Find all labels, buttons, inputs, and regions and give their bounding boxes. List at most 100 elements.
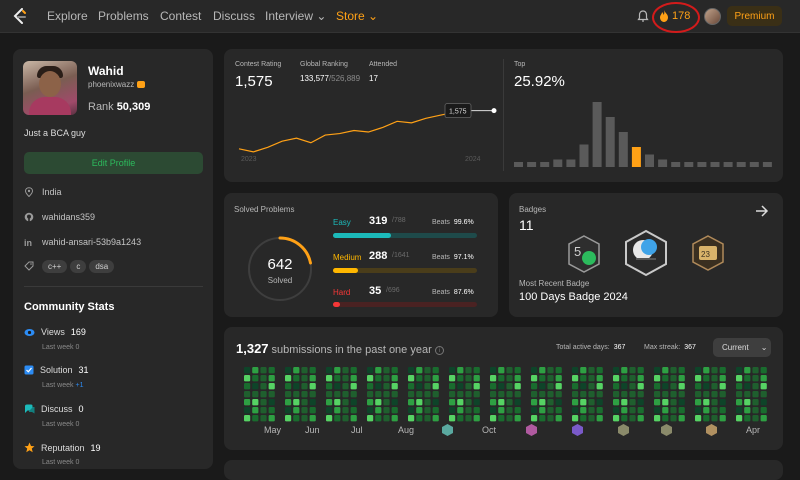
heatmap-cell [408, 375, 415, 382]
heatmap-cell [342, 391, 349, 398]
heatmap-cell [621, 415, 628, 422]
heatmap-cell [531, 367, 538, 374]
heatmap-cell [408, 383, 415, 390]
year-start-label: 2023 [241, 156, 257, 163]
heatmap-cell [621, 367, 628, 374]
location-row: India [24, 187, 62, 197]
heatmap-cell [432, 415, 439, 422]
range-dropdown[interactable]: Current ⌄ [713, 338, 771, 357]
heatmap-cell [465, 407, 472, 414]
bell-icon[interactable] [636, 9, 650, 23]
heatmap-cell [244, 415, 251, 422]
heatmap-cell [711, 375, 718, 382]
nav-discuss[interactable]: Discuss [213, 9, 256, 23]
heatmap-cell [555, 367, 562, 374]
nav-explore[interactable]: Explore [47, 9, 88, 23]
month-label: May [264, 425, 282, 435]
heatmap-cell [744, 391, 751, 398]
max-streak-value: 367 [684, 344, 696, 351]
github-text[interactable]: wahidans359 [42, 212, 96, 222]
profile-rank: Rank 50,309 [88, 101, 150, 113]
heatmap-cell [572, 375, 579, 382]
rating-line-chart[interactable]: 1,575 [235, 97, 497, 167]
heatmap-cell [490, 415, 497, 422]
distribution-bar [671, 162, 681, 167]
arrow-right-icon[interactable] [755, 204, 769, 218]
heatmap-cell [465, 415, 472, 422]
heatmap-cell [408, 399, 415, 406]
distribution-bar [749, 162, 759, 167]
info-icon[interactable]: i [434, 345, 444, 355]
distribution-bar [710, 162, 720, 167]
linkedin-text[interactable]: wahid-ansari-53b9a1243 [42, 237, 142, 247]
tooltip-box [444, 103, 472, 119]
skill-tag[interactable]: dsa [89, 260, 115, 273]
heatmap-cell [539, 399, 546, 406]
edit-profile-button[interactable]: Edit Profile [24, 152, 203, 174]
heatmap-cell [744, 367, 751, 374]
linkedin-row[interactable]: in wahid-ansari-53b9a1243 [24, 237, 141, 247]
heatmap-cell [539, 407, 546, 414]
heatmap-cell [498, 375, 505, 382]
heatmap-cell [670, 407, 677, 414]
heatmap-cell [752, 391, 759, 398]
heatmap-cell [367, 399, 374, 406]
contest-rating-card: Contest Rating 1,575 Global Ranking 133,… [224, 49, 783, 182]
stat-solution: Solution 31 [24, 365, 89, 375]
top-distribution-chart[interactable] [514, 97, 772, 169]
heatmap-cell [465, 391, 472, 398]
100-days-badge-icon[interactable] [623, 229, 669, 277]
50-days-badge-icon[interactable]: 5 [566, 234, 602, 274]
nav-problems[interactable]: Problems [98, 9, 149, 23]
recent-badge-label: Most Recent Badge [519, 279, 590, 288]
submissions-title: 1,327 submissions in the past one year i [236, 341, 444, 356]
easy-progress-fill [333, 233, 392, 238]
nav-interview[interactable]: Interview ⌄ [265, 9, 326, 23]
heatmap-cell [465, 399, 472, 406]
heatmap-cell [621, 391, 628, 398]
heatmap-cell [613, 367, 620, 374]
heatmap-cell [514, 399, 521, 406]
github-row[interactable]: wahidans359 [24, 212, 95, 222]
heatmap-cell [744, 399, 751, 406]
distribution-bar [514, 162, 523, 167]
heatmap-cell [244, 399, 251, 406]
stat-delta: +1 [75, 382, 84, 389]
avatar[interactable] [704, 8, 721, 25]
heatmap-cell [490, 367, 497, 374]
heatmap-cell [342, 399, 349, 406]
heatmap-cell [670, 367, 677, 374]
profile-name: Wahid [88, 64, 124, 78]
nav-store[interactable]: Store ⌄ [336, 9, 378, 23]
submissions-card: 1,327 submissions in the past one year i T… [224, 327, 783, 450]
global-total: /526,889 [328, 74, 361, 83]
medium-label: Medium [333, 253, 362, 262]
heatmap-cell [260, 383, 267, 390]
heatmap-cell [268, 375, 275, 382]
heatmap-cell [719, 383, 726, 390]
heatmap-cell [695, 407, 702, 414]
nav-contest[interactable]: Contest [160, 9, 202, 23]
2023-badge-icon[interactable]: 23 [690, 234, 726, 272]
heatmap-cell [416, 415, 423, 422]
premium-button[interactable]: Premium [727, 6, 782, 26]
bottom-card [224, 460, 783, 480]
hard-solved: 35 [369, 285, 382, 297]
heatmap-cell [760, 383, 767, 390]
leetcode-logo-icon[interactable] [12, 8, 28, 25]
badge-hex-icon [706, 424, 717, 436]
skill-tag[interactable]: c [70, 260, 87, 273]
heatmap-cell [432, 375, 439, 382]
heatmap-cell [531, 375, 538, 382]
submission-heatmap[interactable] [236, 367, 772, 423]
heatmap-cell [588, 415, 595, 422]
stat-label: Solution [40, 365, 73, 375]
heatmap-cell [506, 383, 513, 390]
solved-ring[interactable] [246, 235, 314, 303]
solved-title: Solved Problems [234, 205, 295, 214]
heatmap-cell [432, 391, 439, 398]
star-icon [24, 442, 35, 453]
heatmap-cell [760, 399, 767, 406]
skill-tag[interactable]: c++ [42, 260, 68, 273]
easy-label: Easy [333, 218, 351, 227]
